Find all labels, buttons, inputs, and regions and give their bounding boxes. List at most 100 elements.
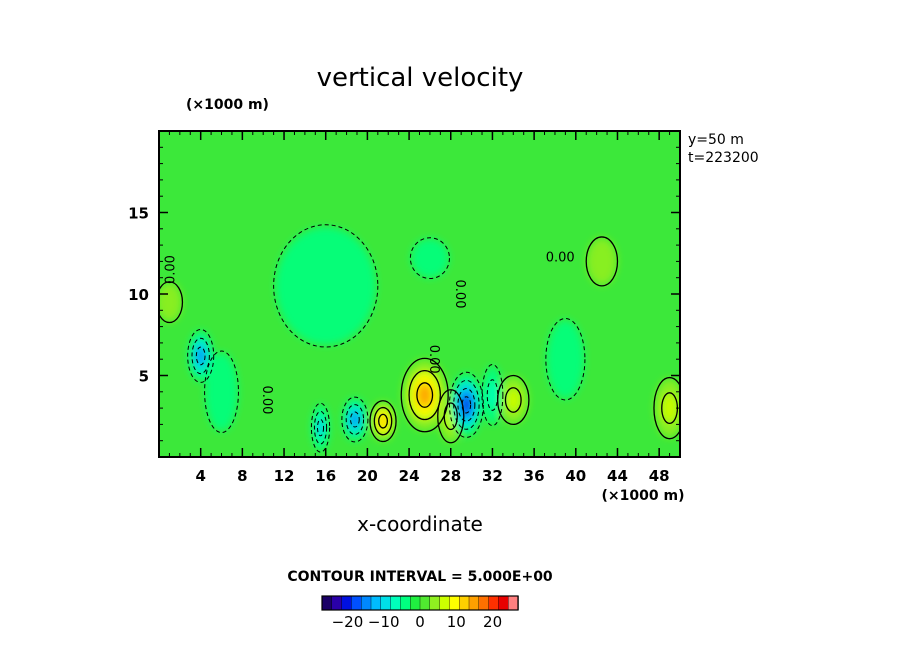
colorbar-swatch — [331, 595, 343, 611]
contour-label-group: 0.00 0.00 0.00 0.00 0.00 — [164, 250, 575, 414]
colorbar-swatch — [498, 595, 509, 611]
colorbar-swatch — [429, 595, 441, 611]
colorbar-swatch — [449, 595, 460, 611]
colorbar: −20 −10 0 10 20 — [321, 595, 519, 631]
colorbar-swatch — [380, 595, 392, 611]
field-blob — [196, 347, 205, 365]
field-blob — [462, 397, 471, 413]
x-tick-label: 8 — [237, 467, 247, 485]
contour-positive — [400, 357, 449, 433]
colorbar-swatch — [361, 595, 372, 611]
colorbar-tick-label: 20 — [483, 613, 502, 631]
contour-negative — [313, 410, 328, 445]
contour-negative — [486, 379, 499, 411]
y-axis: 5 10 15 — [128, 146, 680, 442]
contour-positive — [369, 400, 397, 443]
field-blob — [275, 227, 376, 345]
chart-title: vertical velocity — [317, 63, 524, 93]
contour-negative — [350, 411, 360, 428]
contour-negative — [461, 396, 472, 414]
colorbar-tick-label: −20 — [332, 613, 364, 631]
contour-positive — [504, 387, 522, 413]
contour-negative — [457, 388, 476, 422]
field-blob — [378, 414, 388, 428]
contour-negative — [195, 346, 206, 366]
x-axis-label: x-coordinate — [357, 512, 483, 536]
contour-negative — [453, 379, 480, 430]
contour-positive — [437, 389, 465, 444]
contour-label: 0.00 — [546, 250, 575, 265]
contour-label: 0.00 — [259, 385, 274, 414]
x-tick-label: 40 — [565, 467, 586, 485]
contour-negative — [345, 404, 365, 435]
field-blob — [159, 282, 182, 322]
contour-interval-text: CONTOUR INTERVAL = 5.000E+00 — [287, 569, 553, 585]
colorbar-swatch — [488, 595, 500, 611]
x-tick-label: 44 — [607, 467, 628, 485]
field-blob — [487, 380, 498, 410]
contour-negative — [191, 337, 210, 375]
field-blob — [317, 419, 324, 436]
x-tick-label: 16 — [315, 467, 336, 485]
contour-lines — [159, 224, 680, 453]
contour-positive — [443, 402, 458, 431]
y-tick-label: 10 — [128, 286, 149, 304]
colorbar-swatch — [439, 595, 451, 611]
contour-positive — [585, 236, 619, 287]
colorbar-swatch — [478, 595, 490, 611]
field-blob — [546, 320, 585, 399]
contour-negative — [545, 317, 586, 401]
contour-label: 0.00 — [164, 255, 179, 284]
colorbar-swatch — [508, 595, 519, 611]
field-blob — [350, 412, 360, 427]
contour-negative — [448, 371, 484, 438]
colorbar-swatch — [459, 595, 470, 611]
field-blob — [411, 238, 449, 278]
colorbar-swatch — [419, 595, 431, 611]
colorbar-tick-label: 10 — [447, 613, 466, 631]
contour-negative — [341, 396, 369, 443]
colorbar-swatch — [468, 595, 480, 611]
colorbar-frame — [321, 595, 519, 611]
x-tick-label: 48 — [649, 467, 670, 485]
plot-area: 0.00 0.00 0.00 0.00 0.00 — [159, 131, 680, 457]
contour-negative — [481, 363, 504, 427]
x-tick-label: 28 — [440, 467, 461, 485]
contour-negative — [310, 402, 331, 453]
colorbar-swatch — [321, 595, 333, 611]
x-tick-label: 4 — [195, 467, 205, 485]
x-tick-label: 24 — [399, 467, 420, 485]
contour-negative — [273, 224, 379, 348]
field-blob — [586, 237, 617, 285]
colorbar-swatch — [390, 595, 402, 611]
x-axis: 4 8 12 16 20 24 28 32 36 40 44 48 — [168, 131, 671, 485]
y-tick-label: 15 — [128, 205, 149, 223]
x-unit-label: (×1000 m) — [602, 488, 685, 504]
field-blob — [205, 352, 238, 431]
colorbar-swatch — [351, 595, 362, 611]
contour-negative — [204, 350, 239, 434]
contour-negative — [409, 237, 450, 280]
y-unit-label: (×1000 m) — [186, 97, 269, 113]
contour-positive — [408, 369, 441, 421]
info-t: t=223200 — [688, 150, 759, 166]
field-blobs — [159, 227, 680, 452]
x-tick-label: 20 — [357, 467, 378, 485]
colorbar-tick-label: −10 — [368, 613, 400, 631]
field-blob — [505, 388, 521, 412]
contour-negative — [187, 328, 215, 383]
contour-positive — [159, 281, 184, 324]
contour-negative — [316, 419, 325, 437]
contour-positive — [653, 376, 680, 440]
colorbar-swatch — [370, 595, 382, 611]
x-tick-label: 12 — [274, 467, 295, 485]
x-tick-label: 36 — [524, 467, 545, 485]
contour-positive — [416, 382, 434, 408]
contour-positive — [497, 374, 530, 426]
contour-label: 0.00 — [452, 280, 467, 309]
y-tick-label: 5 — [139, 368, 149, 386]
field-blob — [417, 383, 433, 407]
x-tick-label: 32 — [482, 467, 503, 485]
colorbar-swatch — [341, 595, 353, 611]
